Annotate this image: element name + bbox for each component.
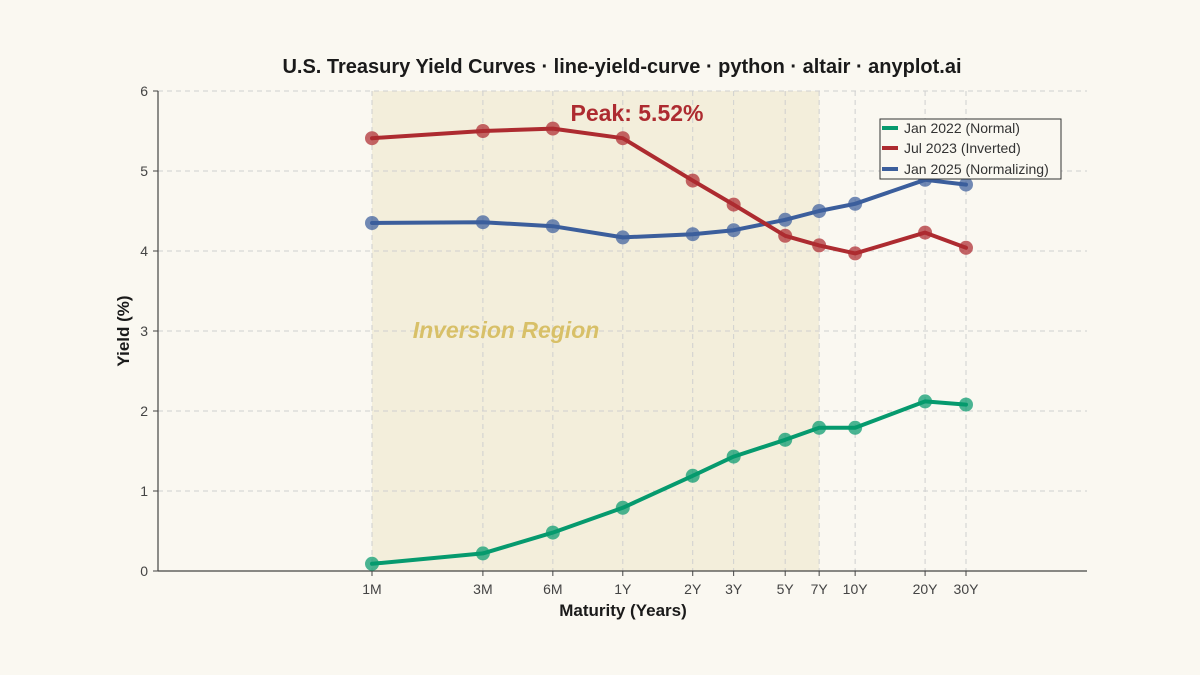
inversion-region-label: Inversion Region [413, 317, 600, 343]
x-tick-label: 20Y [913, 581, 939, 597]
x-tick-label: 2Y [684, 581, 702, 597]
data-point [545, 121, 560, 136]
peak-annotation: Peak: 5.52% [571, 100, 704, 126]
y-tick-label: 5 [140, 163, 148, 179]
data-point [959, 240, 973, 255]
data-point [365, 216, 379, 230]
data-point [918, 225, 933, 240]
data-point [545, 219, 560, 234]
series-layer [365, 121, 973, 571]
data-point [959, 177, 973, 192]
data-point [615, 500, 630, 515]
data-point [726, 223, 741, 238]
data-point [365, 131, 379, 146]
legend-label-jul-2023: Jul 2023 (Inverted) [904, 140, 1021, 156]
x-tick-label: 7Y [811, 581, 829, 597]
axes-layer: 0 1 2 3 4 5 6 1M 3M 6M 1Y 2Y 3Y 5Y 7Y 10Y 20Y 30Y [140, 83, 1087, 597]
data-point [685, 173, 700, 188]
data-point [726, 197, 741, 212]
data-point [848, 246, 863, 261]
data-point [778, 212, 793, 227]
data-point [365, 556, 379, 571]
y-tick-label: 2 [140, 403, 148, 419]
x-tick-label: 30Y [954, 581, 980, 597]
x-tick-label: 1Y [614, 581, 632, 597]
x-tick-label: 3Y [725, 581, 743, 597]
legend: Jan 2022 (Normal) Jul 2023 (Inverted) Ja… [879, 118, 1062, 180]
data-point [918, 394, 933, 409]
data-point [848, 196, 863, 211]
y-tick-label: 0 [140, 563, 148, 579]
data-point [812, 238, 827, 253]
x-tick-label: 5Y [777, 581, 795, 597]
x-axis-title: Maturity (Years) [559, 601, 687, 620]
data-point [848, 420, 863, 435]
legend-label-jan-2025: Jan 2025 (Normalizing) [904, 161, 1049, 177]
data-point [615, 230, 630, 245]
data-point [615, 131, 630, 146]
y-tick-label: 4 [140, 243, 148, 259]
x-tick-label: 3M [473, 581, 492, 597]
data-point [685, 227, 700, 242]
y-tick-label: 3 [140, 323, 148, 339]
data-point [475, 124, 490, 138]
data-point [726, 449, 741, 464]
x-tick-label: 1M [362, 581, 381, 597]
data-point [685, 468, 700, 483]
series-jan-2022-normal [365, 394, 973, 571]
y-axis-title: Yield (%) [114, 295, 133, 366]
data-point [545, 525, 560, 540]
data-point [778, 432, 793, 447]
x-tick-label: 10Y [843, 581, 869, 597]
x-tick-label: 6M [543, 581, 562, 597]
y-tick-label: 6 [140, 83, 148, 99]
data-point [778, 228, 793, 243]
legend-label-jan-2022: Jan 2022 (Normal) [904, 120, 1020, 136]
data-point [475, 546, 490, 561]
series-jul-2023-inverted [365, 121, 973, 261]
legend-box [879, 118, 1062, 180]
data-point [812, 204, 827, 218]
data-point [959, 397, 973, 412]
y-tick-label: 1 [140, 483, 148, 499]
data-point [812, 420, 827, 435]
data-point [475, 215, 490, 230]
series-jan-2025-normalizing [365, 172, 973, 245]
chart-title: U.S. Treasury Yield Curves · line-yield-… [282, 56, 961, 78]
